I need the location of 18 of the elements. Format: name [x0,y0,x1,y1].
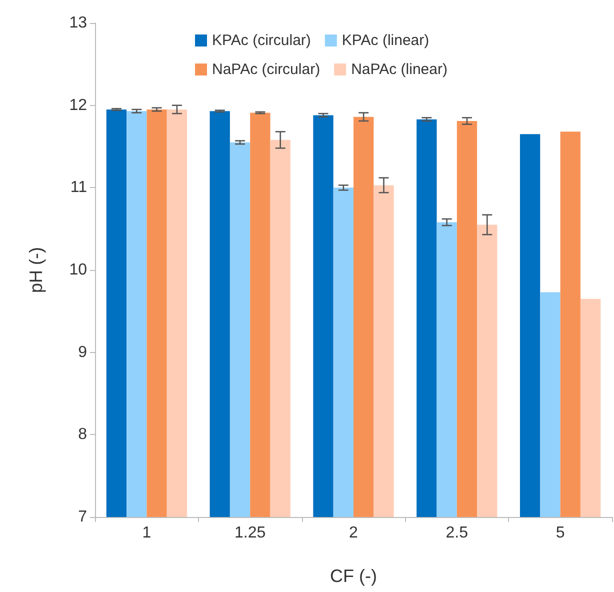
y-tick-label: 12 [69,96,88,114]
y-axis-title: pH (-) [26,247,46,293]
legend-label: KPAc (linear) [342,32,430,49]
y-tick-label: 7 [78,508,88,526]
x-tick-label: 1 [142,524,152,542]
x-tick-label: 2.5 [446,524,468,542]
x-tick-label: 2 [349,524,358,542]
y-tick-label: 10 [69,262,88,278]
y-tick-label: 8 [78,426,88,444]
x-tick-label: 1.25 [234,524,266,542]
x-tick-label: 5 [556,524,565,542]
y-tick-label: 13 [69,14,88,32]
legend-label: NaPAc (linear) [351,61,448,78]
y-tick-label: 11 [70,179,88,196]
legend-label: KPAc (circular) [212,32,311,49]
legend-label: NaPAc (circular) [212,61,320,78]
y-tick-label: 9 [78,344,88,361]
x-axis-title: CF (-) [330,566,377,586]
